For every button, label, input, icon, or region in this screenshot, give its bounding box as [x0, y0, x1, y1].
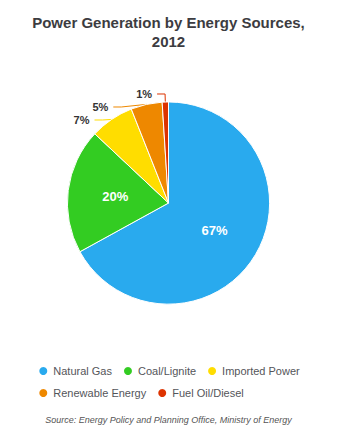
svg-text:Imported Power: Imported Power — [222, 365, 300, 377]
svg-text:Coal/Lignite: Coal/Lignite — [138, 365, 196, 377]
svg-text:5%: 5% — [92, 101, 108, 113]
svg-text:1%: 1% — [136, 88, 152, 100]
svg-text:67%: 67% — [202, 223, 228, 238]
svg-text:Renewable Energy: Renewable Energy — [53, 387, 146, 399]
svg-text:20%: 20% — [102, 189, 128, 204]
svg-text:2012: 2012 — [152, 33, 185, 50]
svg-text:7%: 7% — [74, 114, 90, 126]
svg-text:Source: Energy Policy and Plan: Source: Energy Policy and Planning Offic… — [45, 415, 292, 425]
svg-text:Power Generation by Energy Sou: Power Generation by Energy Sources, — [32, 14, 305, 31]
svg-text:Fuel Oil/Diesel: Fuel Oil/Diesel — [172, 387, 244, 399]
svg-text:Natural Gas: Natural Gas — [53, 365, 112, 377]
